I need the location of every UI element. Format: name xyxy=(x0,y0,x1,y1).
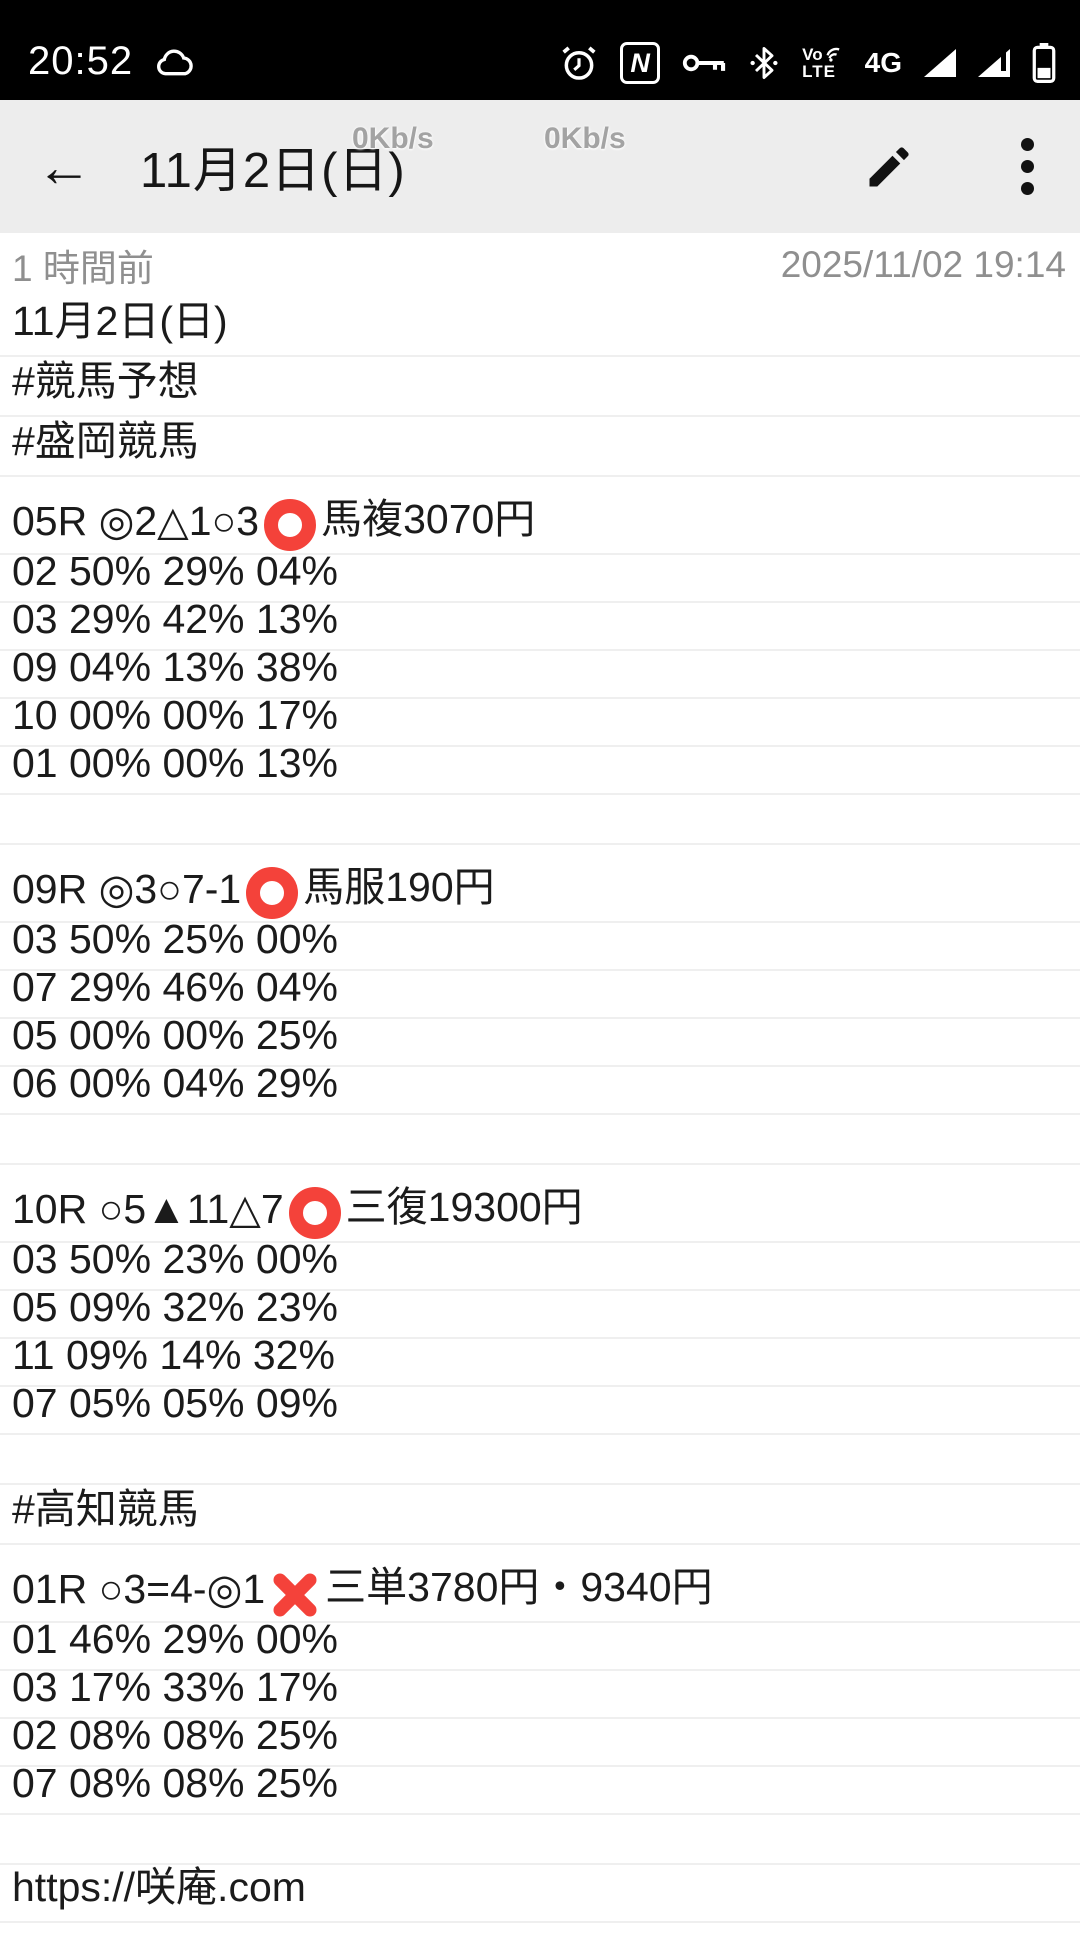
note-line xyxy=(0,795,1080,845)
note-line: 03 29% 42% 13% xyxy=(0,596,1080,651)
red-circle-emoji xyxy=(264,499,317,551)
note-line: 06 00% 04% 29% xyxy=(0,1060,1080,1115)
app-header: ← 11月2日(日) xyxy=(0,100,1080,233)
note-line: 05 09% 32% 23% xyxy=(0,1284,1080,1339)
note-line xyxy=(0,1815,1080,1865)
signal-secondary-icon xyxy=(978,49,1010,77)
note-line: 07 29% 46% 04% xyxy=(0,964,1080,1019)
note-line: 03 17% 33% 17% xyxy=(0,1664,1080,1719)
note-line: 05 00% 00% 25% xyxy=(0,1012,1080,1067)
relative-time-label: 1 時間前 xyxy=(12,248,154,289)
red-cross-emoji xyxy=(269,1569,321,1621)
net-speed-overlay-right: 0Kb/s xyxy=(544,122,626,155)
clock-time: 20:52 xyxy=(28,39,134,83)
pencil-icon xyxy=(869,146,909,186)
race-picks-text: 05R ◎2△1○3 xyxy=(12,498,260,544)
edit-button[interactable] xyxy=(863,141,915,193)
net-speed-overlay-left: 0Kb/s xyxy=(352,122,434,155)
signal-icon xyxy=(924,49,956,77)
race-picks-text: 10R ○5▲11△7 xyxy=(12,1186,284,1232)
note-line: #競馬予想 xyxy=(0,357,1080,417)
note-line: #盛岡競馬 xyxy=(0,417,1080,477)
red-circle-emoji xyxy=(246,867,299,919)
race-payout-text: 三単3780円・9340円 xyxy=(325,1564,713,1610)
note-line: 03 50% 23% 00% xyxy=(0,1236,1080,1291)
note-line: 09R ◎3○7-1 馬服190円 xyxy=(0,845,1080,923)
note-line: 11月2日(日) xyxy=(0,297,1080,357)
note-line: 11 09% 14% 32% xyxy=(0,1332,1080,1387)
race-picks-text: 09R ◎3○7-1 xyxy=(12,866,242,912)
note-line: 02 50% 29% 04% xyxy=(0,548,1080,603)
note-line: 05R ◎2△1○3 馬複3070円 xyxy=(0,477,1080,555)
note-line: 01R ○3=4-◎1 三単3780円・9340円 xyxy=(0,1545,1080,1623)
note-line xyxy=(0,1435,1080,1485)
key-icon xyxy=(683,54,726,72)
volte-icon: Vo LTE xyxy=(802,46,842,80)
status-bar: 20:52 N Vo xyxy=(0,0,1080,100)
red-circle-emoji xyxy=(288,1187,341,1239)
overflow-menu-button[interactable] xyxy=(1011,132,1044,201)
note-meta-row: 1 時間前 2025/11/02 19:14 xyxy=(0,233,1080,297)
race-payout-text: 三復19300円 xyxy=(345,1184,583,1230)
note-line: #高知競馬 xyxy=(0,1485,1080,1545)
note-content[interactable]: 11月2日(日) #競馬予想 #盛岡競馬 05R ◎2△1○3 馬複3070円 02 50… xyxy=(0,297,1080,1923)
bluetooth-icon xyxy=(750,47,778,79)
race-payout-text: 馬服190円 xyxy=(303,864,495,910)
page-title: 11月2日(日) xyxy=(140,144,406,198)
race-payout-text: 馬複3070円 xyxy=(321,496,536,542)
note-line-url[interactable]: https://咲庵.com xyxy=(0,1864,1080,1923)
note-line xyxy=(0,1115,1080,1165)
note-line: 10R ○5▲11△7 三復19300円 xyxy=(0,1165,1080,1243)
race-picks-text: 01R ○3=4-◎1 xyxy=(12,1566,266,1612)
battery-icon xyxy=(1032,43,1056,83)
alarm-icon xyxy=(562,46,596,80)
timestamp-label: 2025/11/02 19:14 xyxy=(780,244,1066,285)
note-line: 07 08% 08% 25% xyxy=(0,1760,1080,1815)
network-type-label: 4G xyxy=(864,47,902,78)
note-line: 01 00% 00% 13% xyxy=(0,740,1080,795)
cloud-icon xyxy=(157,49,193,75)
note-line: 01 46% 29% 00% xyxy=(0,1616,1080,1671)
note-line: 09 04% 13% 38% xyxy=(0,644,1080,699)
note-line: 10 00% 00% 17% xyxy=(0,692,1080,747)
note-line: 02 08% 08% 25% xyxy=(0,1712,1080,1767)
note-line: 03 50% 25% 00% xyxy=(0,916,1080,971)
note-line: 07 05% 05% 09% xyxy=(0,1380,1080,1435)
nfc-icon: N xyxy=(620,42,661,84)
back-button[interactable]: ← xyxy=(36,134,92,198)
